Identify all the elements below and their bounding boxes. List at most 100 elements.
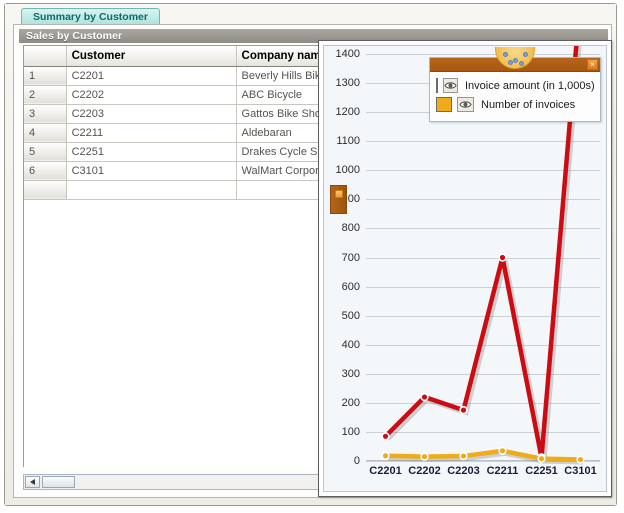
- x-axis-tick-label: C2203: [447, 465, 480, 477]
- chart-panel: 0 100 200 300 400 500 600 700 800 900 1000 1100 1200…: [318, 40, 612, 497]
- y-axis-tick-label: 1400: [335, 48, 360, 60]
- panel-caption: Sales by Customer: [19, 29, 608, 43]
- handle-dot-icon: [513, 58, 518, 63]
- series-visibility-toggle[interactable]: [457, 97, 474, 112]
- cell-customer[interactable]: C2202: [66, 85, 237, 105]
- legend-color-swatch: [436, 78, 438, 93]
- row-number[interactable]: 4: [24, 123, 67, 143]
- legend-item-number-of-invoices[interactable]: Number of invoices: [436, 96, 594, 113]
- y-axis-tick-label: 1000: [335, 164, 360, 177]
- gridline: [366, 431, 600, 433]
- gridline: [366, 54, 600, 55]
- handle-dot-icon: [508, 60, 513, 65]
- tab-label: Summary by Customer: [33, 11, 148, 23]
- panel-handle-icon: [334, 190, 343, 198]
- application-background: Summary by Customer Sales by Customer Cu…: [5, 4, 616, 505]
- y-axis-tick-label: 200: [341, 396, 360, 409]
- cell-customer[interactable]: [66, 180, 237, 200]
- cell-customer[interactable]: C2203: [66, 104, 237, 124]
- chart-plot-area: 0 100 200 300 400 500 600 700 800 900 1000 1100 1200…: [323, 45, 607, 492]
- cell-customer[interactable]: C3101: [66, 161, 237, 181]
- series-line-shadow: [387, 450, 584, 465]
- y-axis-tick-label: 600: [341, 280, 360, 293]
- series-line: [383, 448, 583, 462]
- gridline: [366, 344, 600, 346]
- column-header-rownum[interactable]: [24, 46, 67, 67]
- row-number[interactable]: 6: [24, 161, 67, 181]
- gridline: [366, 199, 600, 201]
- series-data-point[interactable]: [420, 392, 429, 402]
- legend-title-bar[interactable]: ×: [430, 47, 600, 72]
- x-axis-tick-label: C2211: [486, 465, 519, 477]
- legend-items: Invoice amount (in 1,000s) Number of inv…: [430, 72, 600, 121]
- legend-item-invoice-amount[interactable]: Invoice amount (in 1,000s): [436, 77, 595, 94]
- series-data-point[interactable]: [576, 455, 585, 464]
- gridline: [366, 170, 600, 172]
- y-axis-tick-label: 800: [341, 222, 360, 235]
- scroll-left-button[interactable]: [25, 476, 40, 488]
- gridline: [366, 315, 600, 317]
- y-axis-tick-label: 300: [341, 367, 360, 380]
- scrollbar-thumb[interactable]: [42, 476, 75, 488]
- eye-icon: [444, 82, 457, 89]
- series-data-point[interactable]: [498, 446, 507, 456]
- y-axis-tick-label: 1200: [335, 106, 360, 119]
- row-number[interactable]: 7: [24, 180, 67, 200]
- gridline: [366, 373, 600, 375]
- legend-close-button[interactable]: ×: [587, 59, 598, 70]
- gridline: [366, 228, 600, 230]
- chart-legend-window[interactable]: × Invoice amount (in: [429, 47, 601, 122]
- y-axis-tick-label: 700: [341, 251, 360, 264]
- row-number[interactable]: 3: [24, 104, 67, 124]
- legend-color-swatch: [436, 97, 452, 112]
- x-axis-tick-label: C3101: [564, 465, 597, 477]
- y-axis-tick-label: 0: [353, 455, 360, 467]
- x-axis-tick-label: C2202: [408, 465, 441, 477]
- y-axis-tick-label: 500: [341, 309, 360, 322]
- cell-customer[interactable]: C2201: [66, 66, 237, 86]
- series-data-point[interactable]: [459, 405, 468, 415]
- row-number[interactable]: 5: [24, 142, 67, 162]
- close-icon: ×: [590, 59, 595, 69]
- gridline: [366, 461, 600, 462]
- y-axis-tick-label: 1300: [335, 77, 360, 90]
- y-axis-tick-label: 400: [341, 338, 360, 351]
- column-header-customer[interactable]: Customer: [66, 46, 237, 67]
- series-data-point[interactable]: [381, 451, 390, 460]
- cell-customer[interactable]: C2251: [66, 142, 237, 162]
- series-data-point[interactable]: [420, 452, 429, 461]
- series-data-point[interactable]: [381, 432, 390, 441]
- tab-summary-by-customer[interactable]: Summary by Customer: [21, 8, 160, 25]
- gridline: [366, 402, 600, 404]
- x-axis-tick-label: C2251: [525, 465, 558, 477]
- chart-series-layer: [381, 46, 585, 465]
- series-data-point[interactable]: [459, 451, 468, 461]
- series-line: [383, 46, 579, 460]
- gridline: [366, 257, 600, 259]
- handle-dot-icon: [523, 52, 528, 57]
- y-axis-tick-label: 100: [341, 425, 360, 438]
- handle-dot-icon: [503, 52, 508, 57]
- series-data-point[interactable]: [537, 454, 546, 463]
- x-axis-tick-label: C2201: [369, 465, 402, 477]
- legend-item-label: Invoice amount (in 1,000s): [465, 79, 595, 92]
- y-axis-tick-label: 1100: [336, 135, 360, 148]
- chevron-left-icon: [30, 479, 35, 485]
- series-data-point[interactable]: [498, 253, 507, 262]
- eye-icon: [459, 101, 472, 108]
- row-number[interactable]: 2: [24, 85, 67, 105]
- chart-axes: 0 100 200 300 400 500 600 700 800 900 1000 1100 1200…: [336, 46, 600, 477]
- gridline: [366, 141, 600, 143]
- legend-item-label: Number of invoices: [481, 98, 576, 111]
- row-number[interactable]: 1: [24, 66, 67, 86]
- legend-drag-handle[interactable]: [495, 47, 535, 69]
- application-window: Summary by Customer Sales by Customer Cu…: [4, 3, 617, 506]
- cell-customer[interactable]: C2211: [66, 123, 237, 143]
- gridline: [366, 286, 600, 288]
- tab-strip: Summary by Customer: [12, 6, 610, 25]
- chart-side-panel-handle[interactable]: [330, 185, 347, 214]
- x-axis-line: [366, 460, 600, 461]
- series-visibility-toggle[interactable]: [443, 78, 458, 93]
- handle-dot-icon: [519, 61, 524, 66]
- series-line-shadow: [386, 46, 582, 461]
